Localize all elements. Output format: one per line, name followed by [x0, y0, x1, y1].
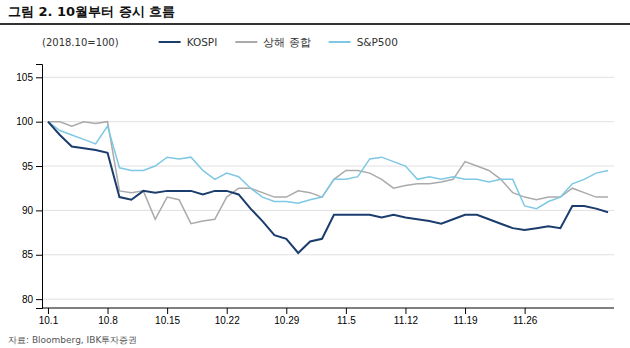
y-tick-mark — [36, 77, 42, 78]
x-tick: 11.19 — [453, 308, 478, 326]
grid-line — [42, 77, 614, 78]
y-tick-label: 85 — [22, 249, 34, 260]
x-tick: 10.29 — [274, 308, 299, 326]
series-line — [48, 122, 608, 253]
chart: 그림 2. 10월부터 증시 흐름 (2018.10=100) KOSPI 상해 종합… — [0, 0, 630, 348]
y-tick-label: 90 — [22, 205, 34, 216]
x-axis: 10.1 10.8 10.15 10.22 10.29 11.5 11.12 11.19 11.… — [39, 308, 614, 326]
x-tick: 11.5 — [337, 308, 356, 326]
y-tick-label: 95 — [22, 161, 34, 172]
source: 자료: Bloomberg, IBK투자증권 — [8, 335, 137, 345]
x-tick: 11.26 — [513, 308, 538, 326]
y-tick: 95 — [22, 161, 42, 172]
y-tick-mark — [36, 299, 42, 300]
legend-label: 상해 종합 — [263, 36, 310, 48]
y-tick: 105 — [16, 72, 42, 83]
legend-swatch — [329, 41, 351, 43]
y-tick-mark — [36, 122, 42, 123]
title: 그림 2. 10월부터 증시 흐름 — [8, 4, 175, 19]
x-tick: 10.8 — [98, 308, 118, 326]
legend-item: S&P500 — [329, 36, 398, 48]
grid-line — [42, 121, 614, 122]
legend-item: 상해 종합 — [235, 36, 310, 48]
x-tick-mark — [48, 308, 49, 314]
y-axis-line — [36, 65, 43, 309]
x-tick-label: 11.26 — [513, 315, 538, 326]
y-tick-mark — [36, 166, 42, 167]
x-tick-label: 11.12 — [394, 315, 419, 326]
x-tick-mark — [108, 308, 109, 314]
series-line — [48, 122, 608, 224]
grid-line — [42, 166, 614, 167]
x-tick-label: 10.8 — [98, 315, 118, 326]
x-tick-mark — [346, 308, 347, 314]
x-axis-line — [42, 308, 614, 309]
y-axis: 80 85 90 95 100 105 — [16, 65, 42, 309]
x-tick-mark — [405, 308, 406, 314]
x-tick-label: 10.15 — [155, 315, 180, 326]
x-tick: 10.22 — [215, 308, 240, 326]
x-tick: 10.1 — [39, 308, 59, 326]
legend-swatch — [159, 41, 181, 43]
x-tick-label: 10.22 — [215, 315, 240, 326]
legend-item: KOSPI — [159, 36, 218, 48]
legend-swatch — [235, 41, 257, 43]
x-tick-label: 10.1 — [39, 315, 59, 326]
subtitle: (2018.10=100) — [42, 37, 119, 48]
legend-label: KOSPI — [187, 36, 218, 48]
x-tick-label: 11.19 — [453, 315, 478, 326]
y-tick-label: 100 — [16, 116, 33, 127]
legend-label: S&P500 — [357, 36, 398, 48]
legend: KOSPI 상해 종합 S&P500 — [159, 36, 398, 48]
series-line — [48, 122, 608, 209]
x-tick-mark — [167, 308, 168, 314]
y-tick-label: 80 — [22, 294, 34, 305]
y-tick: 85 — [22, 249, 42, 260]
title-rule — [0, 23, 630, 25]
x-tick-label: 11.5 — [337, 315, 356, 326]
y-tick-mark — [36, 210, 42, 211]
x-tick-mark — [465, 308, 466, 314]
y-tick: 90 — [22, 205, 42, 216]
y-tick: 100 — [16, 116, 42, 127]
x-tick: 10.15 — [155, 308, 180, 326]
grid-line — [42, 210, 614, 211]
x-tick-mark — [525, 308, 526, 314]
grid-line — [42, 254, 614, 255]
x-tick: 11.12 — [394, 308, 419, 326]
y-tick: 80 — [22, 294, 42, 305]
grid — [42, 77, 614, 299]
x-tick-label: 10.29 — [274, 315, 299, 326]
y-tick-mark — [36, 255, 42, 256]
y-tick-label: 105 — [16, 72, 33, 83]
grid-line — [42, 299, 614, 300]
x-tick-mark — [227, 308, 228, 314]
plot-area — [48, 122, 608, 253]
x-tick-mark — [286, 308, 287, 314]
